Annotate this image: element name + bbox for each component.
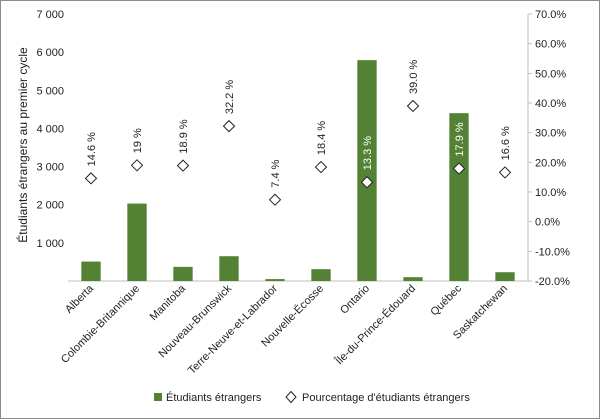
percentage-data-label: 17.9 %: [454, 122, 466, 156]
bar: [357, 60, 377, 281]
bar: [311, 269, 331, 281]
percentage-data-label: 13.3 %: [362, 136, 374, 170]
percentage-data-label: 32.2 %: [224, 80, 236, 114]
right-tick-label: 10.0%: [535, 187, 566, 199]
right-tick-label: 20.0%: [535, 157, 566, 169]
legend-swatch-bars: [154, 393, 162, 401]
right-tick-label: 50.0%: [535, 68, 566, 80]
percentage-marker: [406, 99, 420, 113]
category-label: Québec: [428, 282, 464, 318]
left-tick-label: 5 000: [36, 85, 64, 97]
right-tick-label: 60.0%: [535, 39, 566, 51]
percentage-marker: [130, 159, 144, 172]
right-tick-label: -10.0%: [535, 246, 570, 258]
legend-label-percentage: Pourcentage d'étudiants étrangers: [302, 392, 470, 404]
percentage-data-label: 39.0 %: [408, 60, 420, 94]
bar: [495, 272, 515, 281]
percentage-marker: [222, 119, 236, 133]
percentage-marker: [452, 162, 466, 175]
category-label: Ontario: [338, 283, 372, 317]
bar: [265, 279, 285, 281]
bar: [127, 203, 147, 281]
category-label: Alberta: [63, 282, 97, 316]
left-tick-label: 7 000: [36, 9, 64, 21]
left-tick-label: 3 000: [36, 162, 64, 174]
percentage-data-label: 7.4 %: [270, 159, 282, 187]
bar: [219, 256, 239, 281]
bar: [403, 277, 423, 281]
left-axis: 1 000 2 000 3 000 4 000 5 000 6 000 7 000: [36, 9, 64, 250]
percentage-data-label: 19 %: [132, 128, 144, 153]
bar: [173, 266, 193, 281]
right-tick-label: 40.0%: [535, 98, 566, 110]
category-label: Colombie-Britannique: [59, 283, 142, 366]
percentage-marker: [314, 160, 328, 174]
left-tick-label: 6 000: [36, 47, 64, 59]
percentage-marker: [268, 193, 282, 206]
bar: [449, 113, 469, 282]
percentage-data-label: 18.4 %: [316, 121, 328, 155]
bar-series: [68, 60, 528, 282]
right-tick-label: 70.0%: [535, 9, 566, 21]
percentage-marker: [498, 166, 512, 179]
bar: [81, 261, 101, 281]
legend-label-bars: Étudiants étrangers: [166, 391, 262, 404]
right-tick-label: 0.0%: [535, 217, 560, 229]
category-label: Manitoba: [148, 282, 189, 323]
left-tick-label: 4 000: [36, 123, 64, 135]
left-tick-label: 2 000: [36, 200, 64, 212]
category-label: Terre-Neuve-et-Labrador: [186, 282, 280, 376]
category-label: Île-du-Prince-Édouard: [332, 282, 418, 368]
percentage-marker: [360, 176, 374, 189]
y-axis-title: Étudiants étrangers au premier cycle: [15, 47, 30, 243]
percentage-data-label: 14.6 %: [86, 132, 98, 166]
percentage-marker: [84, 172, 98, 185]
right-axis: -20.0% -10.0% 0.0% 10.0% 20.0% 30.0% 40.0% 50.0…: [527, 9, 570, 288]
left-tick-label: 1 000: [36, 238, 64, 250]
percentage-data-label: 18.9 %: [178, 119, 190, 153]
percentage-data-label: 16.6 %: [500, 126, 512, 160]
percentage-series: 14.6 % 19 % 18.9 % 32.2 % 7.4 % 18.4 % 13.3 % 3…: [84, 60, 512, 206]
legend: Étudiants étrangers Pourcentage d'étudia…: [154, 390, 470, 404]
legend-marker-diamond: [285, 390, 297, 404]
percentage-marker: [176, 159, 190, 172]
right-tick-label: 30.0%: [535, 128, 566, 140]
right-tick-label: -20.0%: [535, 276, 570, 288]
